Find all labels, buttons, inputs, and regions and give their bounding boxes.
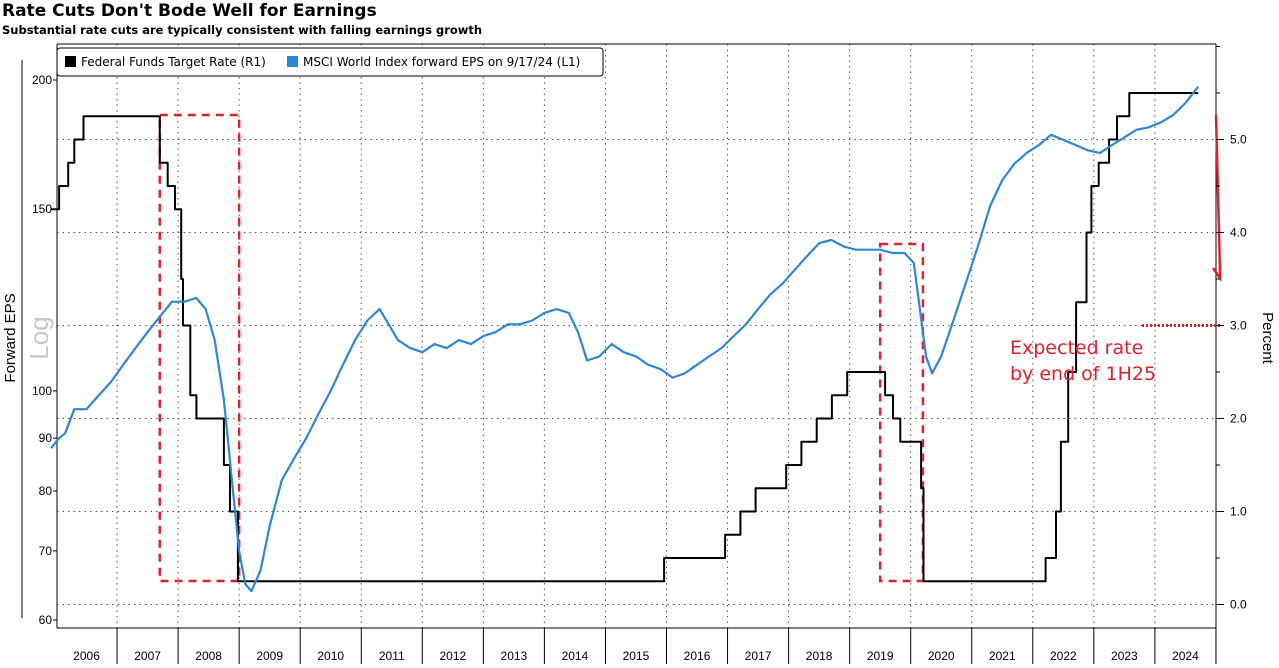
legend: Federal Funds Target Rate (R1) MSCI World… xyxy=(56,47,604,77)
highlight-box xyxy=(878,242,925,583)
right-tick-label: 4.0 xyxy=(1230,226,1247,240)
x-tick-label: 2006 xyxy=(73,649,100,663)
legend-label: MSCI World Index forward EPS on 9/17/24 … xyxy=(303,55,580,69)
legend-box xyxy=(56,47,604,77)
chart-title: Rate Cuts Don't Bode Well for Earnings xyxy=(2,1,377,21)
series-lines xyxy=(50,86,1200,593)
legend-swatch xyxy=(65,56,76,67)
x-tick-label: 2024 xyxy=(1172,649,1199,663)
right-tick-label: 1.0 xyxy=(1230,505,1247,519)
left-tick-label: 150 xyxy=(32,202,52,216)
x-tick-label: 2023 xyxy=(1111,649,1138,663)
x-tick-label: 2010 xyxy=(317,649,344,663)
x-tick-label: 2019 xyxy=(867,649,894,663)
left-tick-label: 90 xyxy=(39,431,53,445)
log-scale-label: Log xyxy=(24,316,54,359)
annotation: Expected rate by end of 1H25 xyxy=(1010,114,1222,385)
right-tick-label: 5.0 xyxy=(1230,133,1247,147)
left-tick-label: 60 xyxy=(39,613,53,627)
left-tick-label: 70 xyxy=(39,544,53,558)
left-tick-label: 200 xyxy=(32,73,52,87)
x-tick-label: 2016 xyxy=(684,649,711,663)
left-axis-label: Forward EPS xyxy=(2,293,19,382)
x-tick-label: 2008 xyxy=(195,649,222,663)
x-tick-label: 2011 xyxy=(379,649,405,663)
x-tick-label: 2014 xyxy=(562,649,589,663)
left-tick-label: 100 xyxy=(32,384,52,398)
right-tick-label: 3.0 xyxy=(1230,319,1247,333)
x-tick-label: 2021 xyxy=(989,649,1016,663)
x-tick-label: 2013 xyxy=(501,649,528,663)
chart-subtitle: Substantial rate cuts are typically cons… xyxy=(2,23,483,37)
x-tick-label: 2018 xyxy=(806,649,833,663)
highlight-box xyxy=(158,113,241,583)
x-tick-label: 2009 xyxy=(256,649,283,663)
right-axis-label: Percent xyxy=(1259,312,1276,365)
forward-eps-line xyxy=(50,86,1200,593)
x-tick-label: 2017 xyxy=(745,649,772,663)
legend-label: Federal Funds Target Rate (R1) xyxy=(81,55,266,69)
x-tick-label: 2015 xyxy=(623,649,650,663)
axes: 60 70 80 90 100 150 200 Forward EPS Log 0.0 1.0 2.0… xyxy=(2,46,1276,663)
gridlines xyxy=(57,44,1216,628)
x-tick-label: 2007 xyxy=(134,649,161,663)
expected-rate-arrow xyxy=(1214,114,1222,271)
left-tick-label: 80 xyxy=(39,484,53,498)
right-tick-label: 2.0 xyxy=(1230,412,1247,426)
legend-swatch xyxy=(287,56,298,67)
expected-rate-arrowhead xyxy=(1211,262,1222,282)
annotation-line-2: by end of 1H25 xyxy=(1010,363,1156,385)
fed-funds-rate-line xyxy=(51,92,1199,583)
x-tick-label: 2012 xyxy=(439,649,466,663)
annotation-line-1: Expected rate xyxy=(1010,337,1143,359)
right-tick-label: 0.0 xyxy=(1230,598,1247,612)
x-tick-label: 2020 xyxy=(928,649,955,663)
x-tick-label: 2022 xyxy=(1050,649,1077,663)
highlight-boxes xyxy=(158,113,925,583)
